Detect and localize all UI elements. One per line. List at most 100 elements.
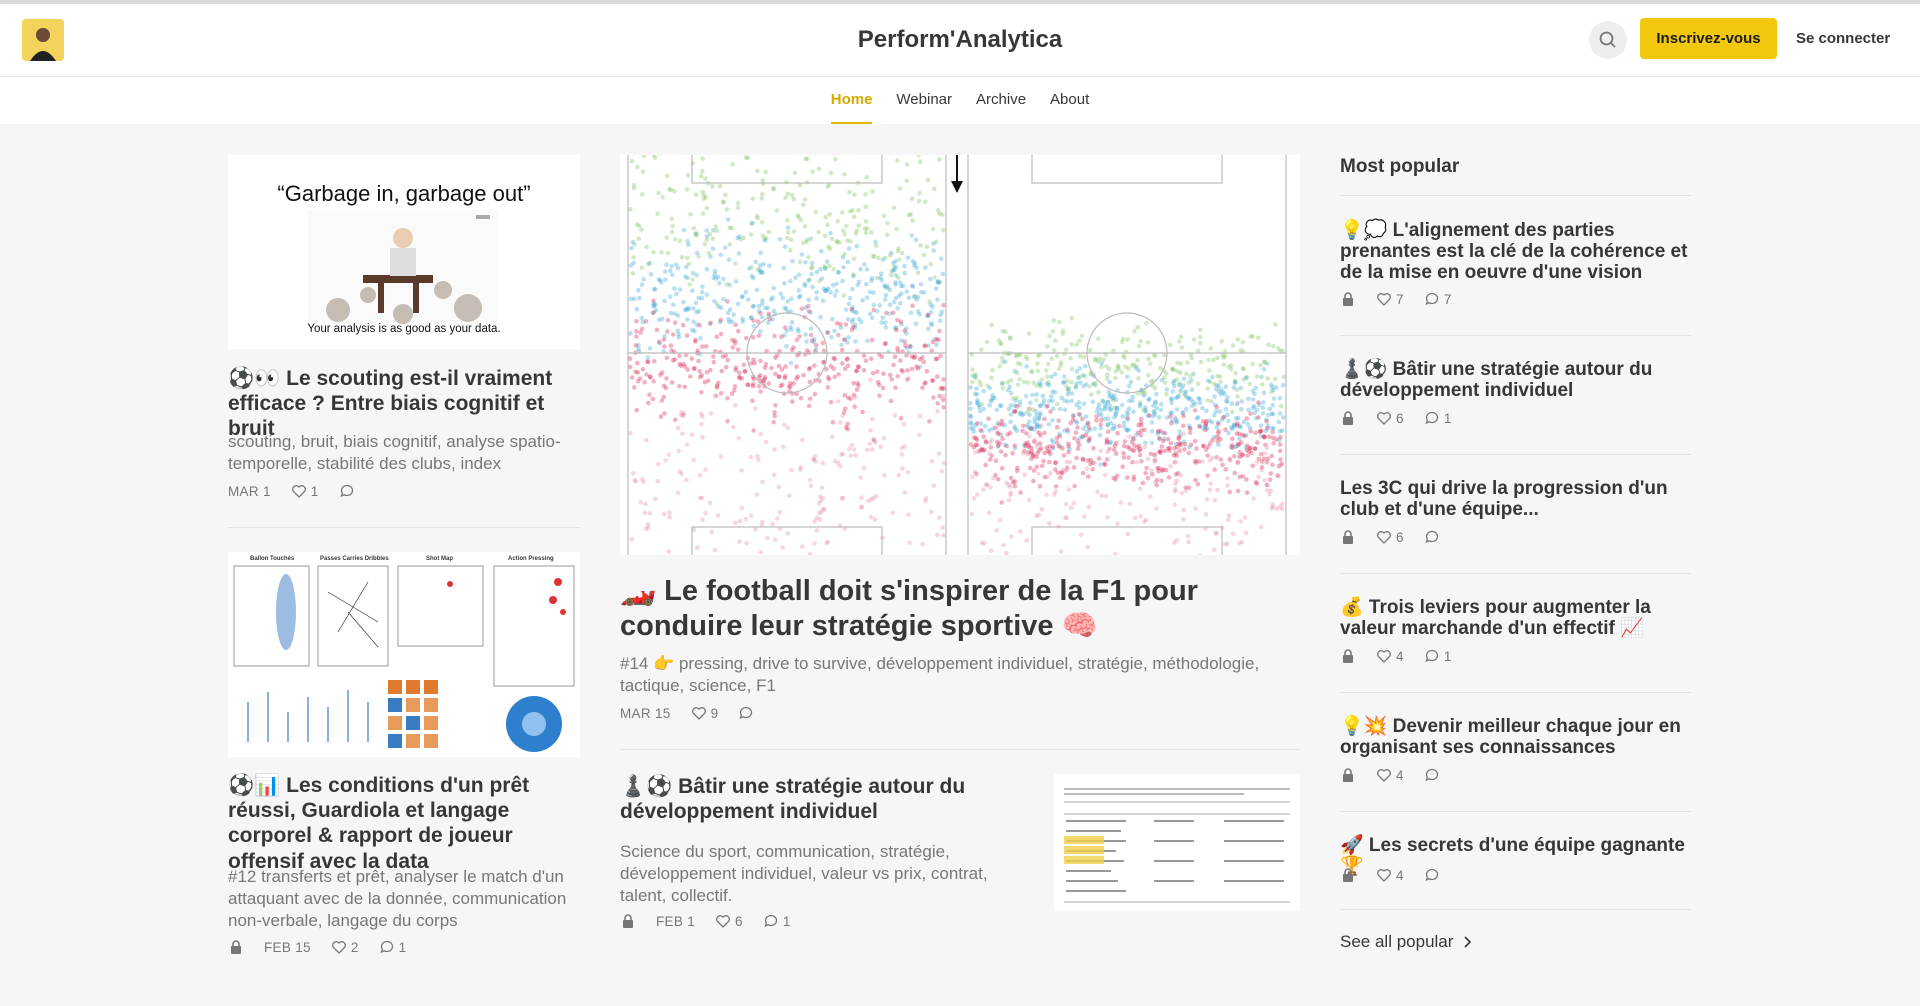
header: Perform'Analytica Inscrivez-vous Se conn… xyxy=(0,0,1920,124)
like-count: 6 xyxy=(735,913,743,929)
nav-link[interactable]: Webinar xyxy=(896,91,953,108)
popular-title[interactable]: 💰 Trois leviers pour augmenter la valeur… xyxy=(1340,597,1651,639)
featured-image[interactable] xyxy=(620,155,1300,555)
comment-icon xyxy=(738,705,754,721)
like-count: 4 xyxy=(1396,867,1404,883)
comment-count: 1 xyxy=(1443,648,1452,664)
lock-icon xyxy=(1340,529,1356,545)
site-title[interactable]: Perform'Analytica xyxy=(857,26,1063,53)
comment-icon xyxy=(1424,767,1440,783)
post-title[interactable]: ⚽📊 Les conditions d'un prêt réussi, Guar… xyxy=(228,774,530,873)
divider xyxy=(1340,573,1691,574)
comment-button[interactable]: 1 xyxy=(763,913,791,929)
post-image[interactable]: “Garbage in, garbage out” Your analysis … xyxy=(228,155,580,349)
like-count: 9 xyxy=(710,705,719,721)
popular-title[interactable]: 🚀 Les secrets d'une équipe gagnante 🏆 xyxy=(1340,835,1685,877)
like-button[interactable]: 9 xyxy=(691,705,719,721)
nav: Home Webinar Archive About xyxy=(0,76,1920,124)
like-count: 7 xyxy=(1396,291,1404,307)
comment-button[interactable] xyxy=(1424,867,1440,883)
like-button[interactable]: 2 xyxy=(331,939,359,955)
like-button[interactable]: 1 xyxy=(291,483,319,499)
heatmap-dots xyxy=(627,155,1287,555)
heart-icon xyxy=(1376,767,1392,783)
divider xyxy=(620,749,1300,750)
heart-icon xyxy=(715,913,731,929)
search-button[interactable] xyxy=(1588,20,1628,60)
popular-title[interactable]: ♟️⚽ Bâtir une stratégie autour du dévelo… xyxy=(1340,359,1653,401)
post-image[interactable]: Ballon Touchés Passes Carries Dribbles S… xyxy=(228,552,580,757)
post-date: FEB 15 xyxy=(264,939,311,955)
heart-icon xyxy=(331,939,347,955)
logo[interactable] xyxy=(22,19,64,61)
post-date: FEB 1 xyxy=(656,913,696,929)
like-button[interactable]: 4 xyxy=(1376,767,1404,783)
like-button[interactable]: 4 xyxy=(1376,648,1404,664)
image-caption: Your analysis is as good as your data. xyxy=(307,323,501,335)
like-button[interactable]: 6 xyxy=(1376,529,1404,545)
nav-link[interactable]: Archive xyxy=(976,91,1027,108)
like-button[interactable]: 4 xyxy=(1376,867,1404,883)
signup-button[interactable]: Inscrivez-vous xyxy=(1640,18,1777,59)
see-all-link[interactable]: See all popular xyxy=(1340,932,1473,952)
post-date: MAR 15 xyxy=(620,705,671,721)
comment-button[interactable]: 1 xyxy=(1424,648,1452,664)
comment-button[interactable]: 1 xyxy=(379,939,407,955)
chart-label: Shot Map xyxy=(426,556,453,562)
heart-icon xyxy=(1376,648,1392,664)
chevron xyxy=(1464,936,1472,948)
like-button[interactable]: 6 xyxy=(715,913,743,929)
post-title[interactable]: 🏎️ Le football doit s'inspirer de la F1 … xyxy=(620,575,1198,642)
post-title[interactable]: ⚽👀 Le scouting est-il vraiment efficace … xyxy=(228,367,553,441)
lock-icon xyxy=(620,913,636,929)
image-heading: “Garbage in, garbage out” xyxy=(277,181,531,206)
comment-button[interactable]: 1 xyxy=(1424,410,1452,426)
comment-icon xyxy=(1424,410,1440,426)
post-meta: MAR 15 9 xyxy=(620,704,754,722)
like-count: 6 xyxy=(1396,410,1404,426)
comment-button[interactable] xyxy=(1424,767,1440,783)
like-button[interactable]: 6 xyxy=(1376,410,1404,426)
header-divider xyxy=(0,76,1920,77)
divider xyxy=(1340,811,1691,812)
like-count: 6 xyxy=(1396,529,1404,545)
chart-label: Passes Carries Dribbles xyxy=(320,556,389,562)
nav-link[interactable]: Home xyxy=(831,76,873,124)
popular-meta: 6 xyxy=(1340,528,1440,546)
divider xyxy=(1340,335,1691,336)
comment-count: 1 xyxy=(782,913,791,929)
comment-button[interactable] xyxy=(339,483,355,499)
heart-icon xyxy=(1376,410,1392,426)
divider xyxy=(1340,692,1691,693)
post-image[interactable] xyxy=(1054,774,1300,911)
divider xyxy=(228,527,580,528)
divider xyxy=(1340,195,1691,196)
heart-icon xyxy=(1376,867,1392,883)
post-meta: MAR 1 1 xyxy=(228,482,355,500)
lock-icon xyxy=(1340,648,1356,664)
post-meta: FEB 15 2 1 xyxy=(228,938,406,956)
divider xyxy=(1340,454,1691,455)
comment-button[interactable] xyxy=(738,705,754,721)
nav-link[interactable]: About xyxy=(1050,91,1090,108)
lock-icon xyxy=(1340,767,1356,783)
image-table xyxy=(1064,788,1290,903)
comment-count: 7 xyxy=(1443,291,1452,307)
chart-label: Ballon Touchés xyxy=(250,556,295,562)
login-button[interactable]: Se connecter xyxy=(1796,30,1891,47)
sidebar-title: Most popular xyxy=(1340,156,1460,177)
comment-button[interactable]: 7 xyxy=(1424,291,1452,307)
comment-icon xyxy=(1424,867,1440,883)
post-date: MAR 1 xyxy=(228,483,271,499)
popular-title[interactable]: 💡💭 L'alignement des parties prenantes es… xyxy=(1340,220,1688,283)
popular-title[interactable]: Les 3C qui drive la progression d'un clu… xyxy=(1340,478,1668,520)
post-title[interactable]: ♟️⚽ Bâtir une stratégie autour du dévelo… xyxy=(620,775,966,824)
chart-label: Action Pressing xyxy=(508,556,554,562)
popular-title[interactable]: 💡💥 Devenir meilleur chaque jour en organ… xyxy=(1340,716,1681,758)
comment-button[interactable] xyxy=(1424,529,1440,545)
like-button[interactable]: 7 xyxy=(1376,291,1404,307)
